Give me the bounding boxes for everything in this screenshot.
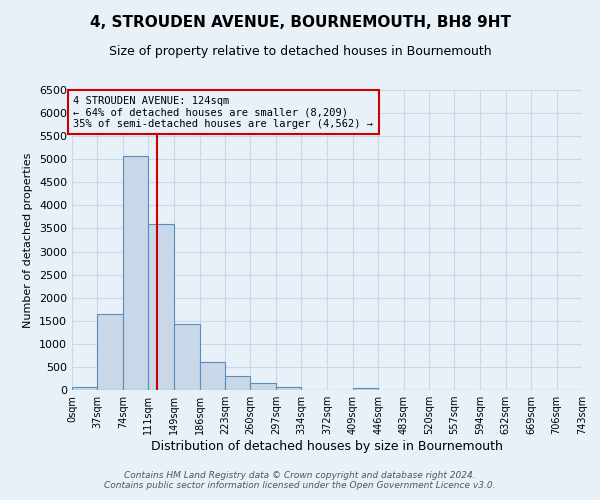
Text: 4 STROUDEN AVENUE: 124sqm
← 64% of detached houses are smaller (8,209)
35% of se: 4 STROUDEN AVENUE: 124sqm ← 64% of detac… xyxy=(73,96,373,128)
Text: 4, STROUDEN AVENUE, BOURNEMOUTH, BH8 9HT: 4, STROUDEN AVENUE, BOURNEMOUTH, BH8 9HT xyxy=(89,15,511,30)
Bar xyxy=(250,384,276,390)
Y-axis label: Number of detached properties: Number of detached properties xyxy=(23,152,34,328)
Bar xyxy=(72,387,97,390)
Bar xyxy=(225,376,250,390)
Text: Size of property relative to detached houses in Bournemouth: Size of property relative to detached ho… xyxy=(109,45,491,58)
Bar xyxy=(148,224,174,390)
Bar xyxy=(353,388,378,390)
Bar xyxy=(276,387,301,390)
X-axis label: Distribution of detached houses by size in Bournemouth: Distribution of detached houses by size … xyxy=(151,440,503,453)
Bar xyxy=(97,314,123,390)
Bar xyxy=(123,156,148,390)
Text: Contains HM Land Registry data © Crown copyright and database right 2024.
Contai: Contains HM Land Registry data © Crown c… xyxy=(104,470,496,490)
Bar xyxy=(200,362,225,390)
Bar xyxy=(174,324,200,390)
